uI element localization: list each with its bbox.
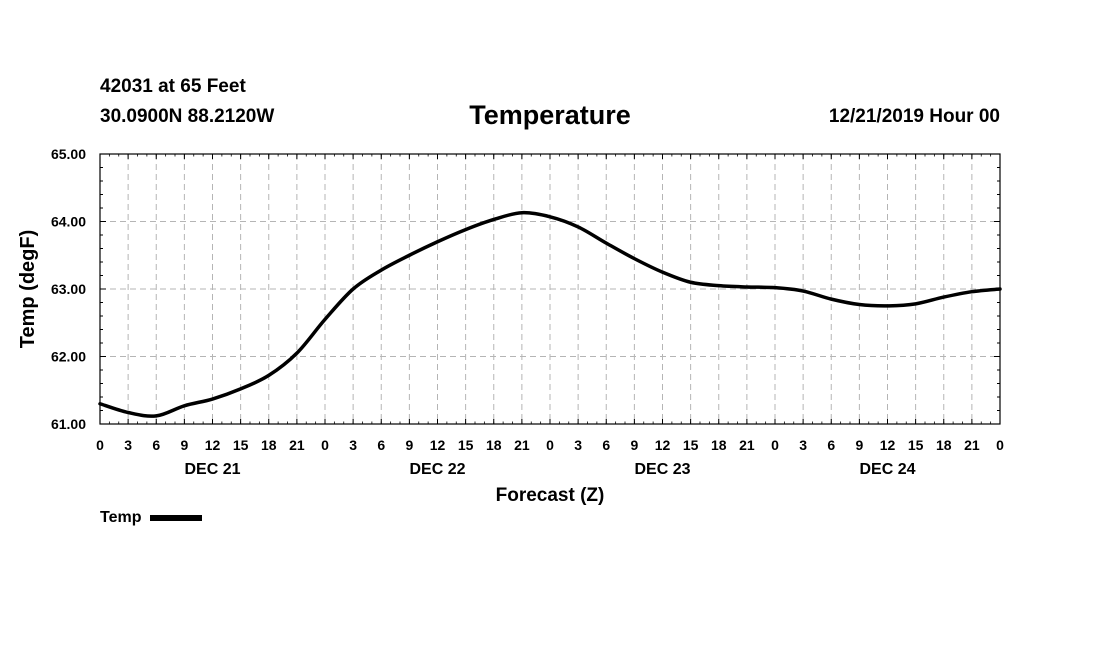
x-tick-label: 6 <box>377 437 385 453</box>
grid <box>100 154 1000 424</box>
x-tick-label: 0 <box>96 437 104 453</box>
x-tick-label: 0 <box>771 437 779 453</box>
y-tick-labels: 61.00 62.00 63.00 64.00 65.00 <box>51 146 86 432</box>
x-tick-label: 21 <box>964 437 980 453</box>
x-tick-label: 0 <box>321 437 329 453</box>
issued-date-label: 12/21/2019 Hour 00 <box>828 106 1000 127</box>
x-tick-label: 9 <box>630 437 638 453</box>
x-tick-label: 6 <box>602 437 610 453</box>
x-tick-label: 6 <box>827 437 835 453</box>
x-tick-label: 18 <box>711 437 727 453</box>
x-tick-label: 18 <box>261 437 277 453</box>
y-axis-label: Temp (degF) <box>17 230 39 349</box>
y-tick-label: 62.00 <box>51 349 86 365</box>
y-tick-label: 64.00 <box>51 214 86 230</box>
x-tick-label: 9 <box>180 437 188 453</box>
x-tick-label: 9 <box>855 437 863 453</box>
x-tick-label: 3 <box>124 437 132 453</box>
coordinates-label: 30.0900N 88.2120W <box>100 106 275 127</box>
x-tick-label: 3 <box>799 437 807 453</box>
x-tick-label: 15 <box>233 437 249 453</box>
x-tick-label: 6 <box>152 437 160 453</box>
legend: Temp <box>100 509 203 527</box>
x-tick-label: 12 <box>655 437 671 453</box>
x-tick-label: 15 <box>458 437 474 453</box>
x-tick-label: 12 <box>205 437 221 453</box>
x-tick-label: 0 <box>996 437 1004 453</box>
x-tick-label: 21 <box>739 437 755 453</box>
x-tick-label: 21 <box>289 437 305 453</box>
y-tick-label: 61.00 <box>51 416 86 432</box>
station-label: 42031 at 65 Feet <box>100 76 246 97</box>
day-label: DEC 23 <box>634 461 690 478</box>
chart-title: Temperature <box>469 100 631 130</box>
x-tick-label: 3 <box>349 437 357 453</box>
day-labels: DEC 21 DEC 22 DEC 23 DEC 24 <box>184 461 915 478</box>
y-tick-label: 65.00 <box>51 146 86 162</box>
temp-series-line <box>98 210 1002 418</box>
x-tick-label: 21 <box>514 437 530 453</box>
legend-label: Temp <box>100 509 142 526</box>
x-tick-labels: 0 3 6 9 12 15 18 21 0 3 6 9 12 15 18 21 0 3 6 9 12 15 18 21 0 3 6 9… <box>96 437 1004 453</box>
x-axis-label: Forecast (Z) <box>496 485 605 506</box>
x-tick-label: 0 <box>546 437 554 453</box>
x-tick-label: 15 <box>908 437 924 453</box>
x-tick-label: 3 <box>574 437 582 453</box>
day-label: DEC 24 <box>859 461 915 478</box>
day-label: DEC 21 <box>184 461 240 478</box>
y-tick-label: 63.00 <box>51 281 86 297</box>
x-tick-label: 18 <box>486 437 502 453</box>
x-tick-label: 12 <box>880 437 896 453</box>
x-tick-label: 15 <box>683 437 699 453</box>
x-tick-label: 9 <box>405 437 413 453</box>
legend-swatch <box>150 515 203 521</box>
x-tick-label: 18 <box>936 437 952 453</box>
day-label: DEC 22 <box>409 461 465 478</box>
x-tick-label: 12 <box>430 437 446 453</box>
